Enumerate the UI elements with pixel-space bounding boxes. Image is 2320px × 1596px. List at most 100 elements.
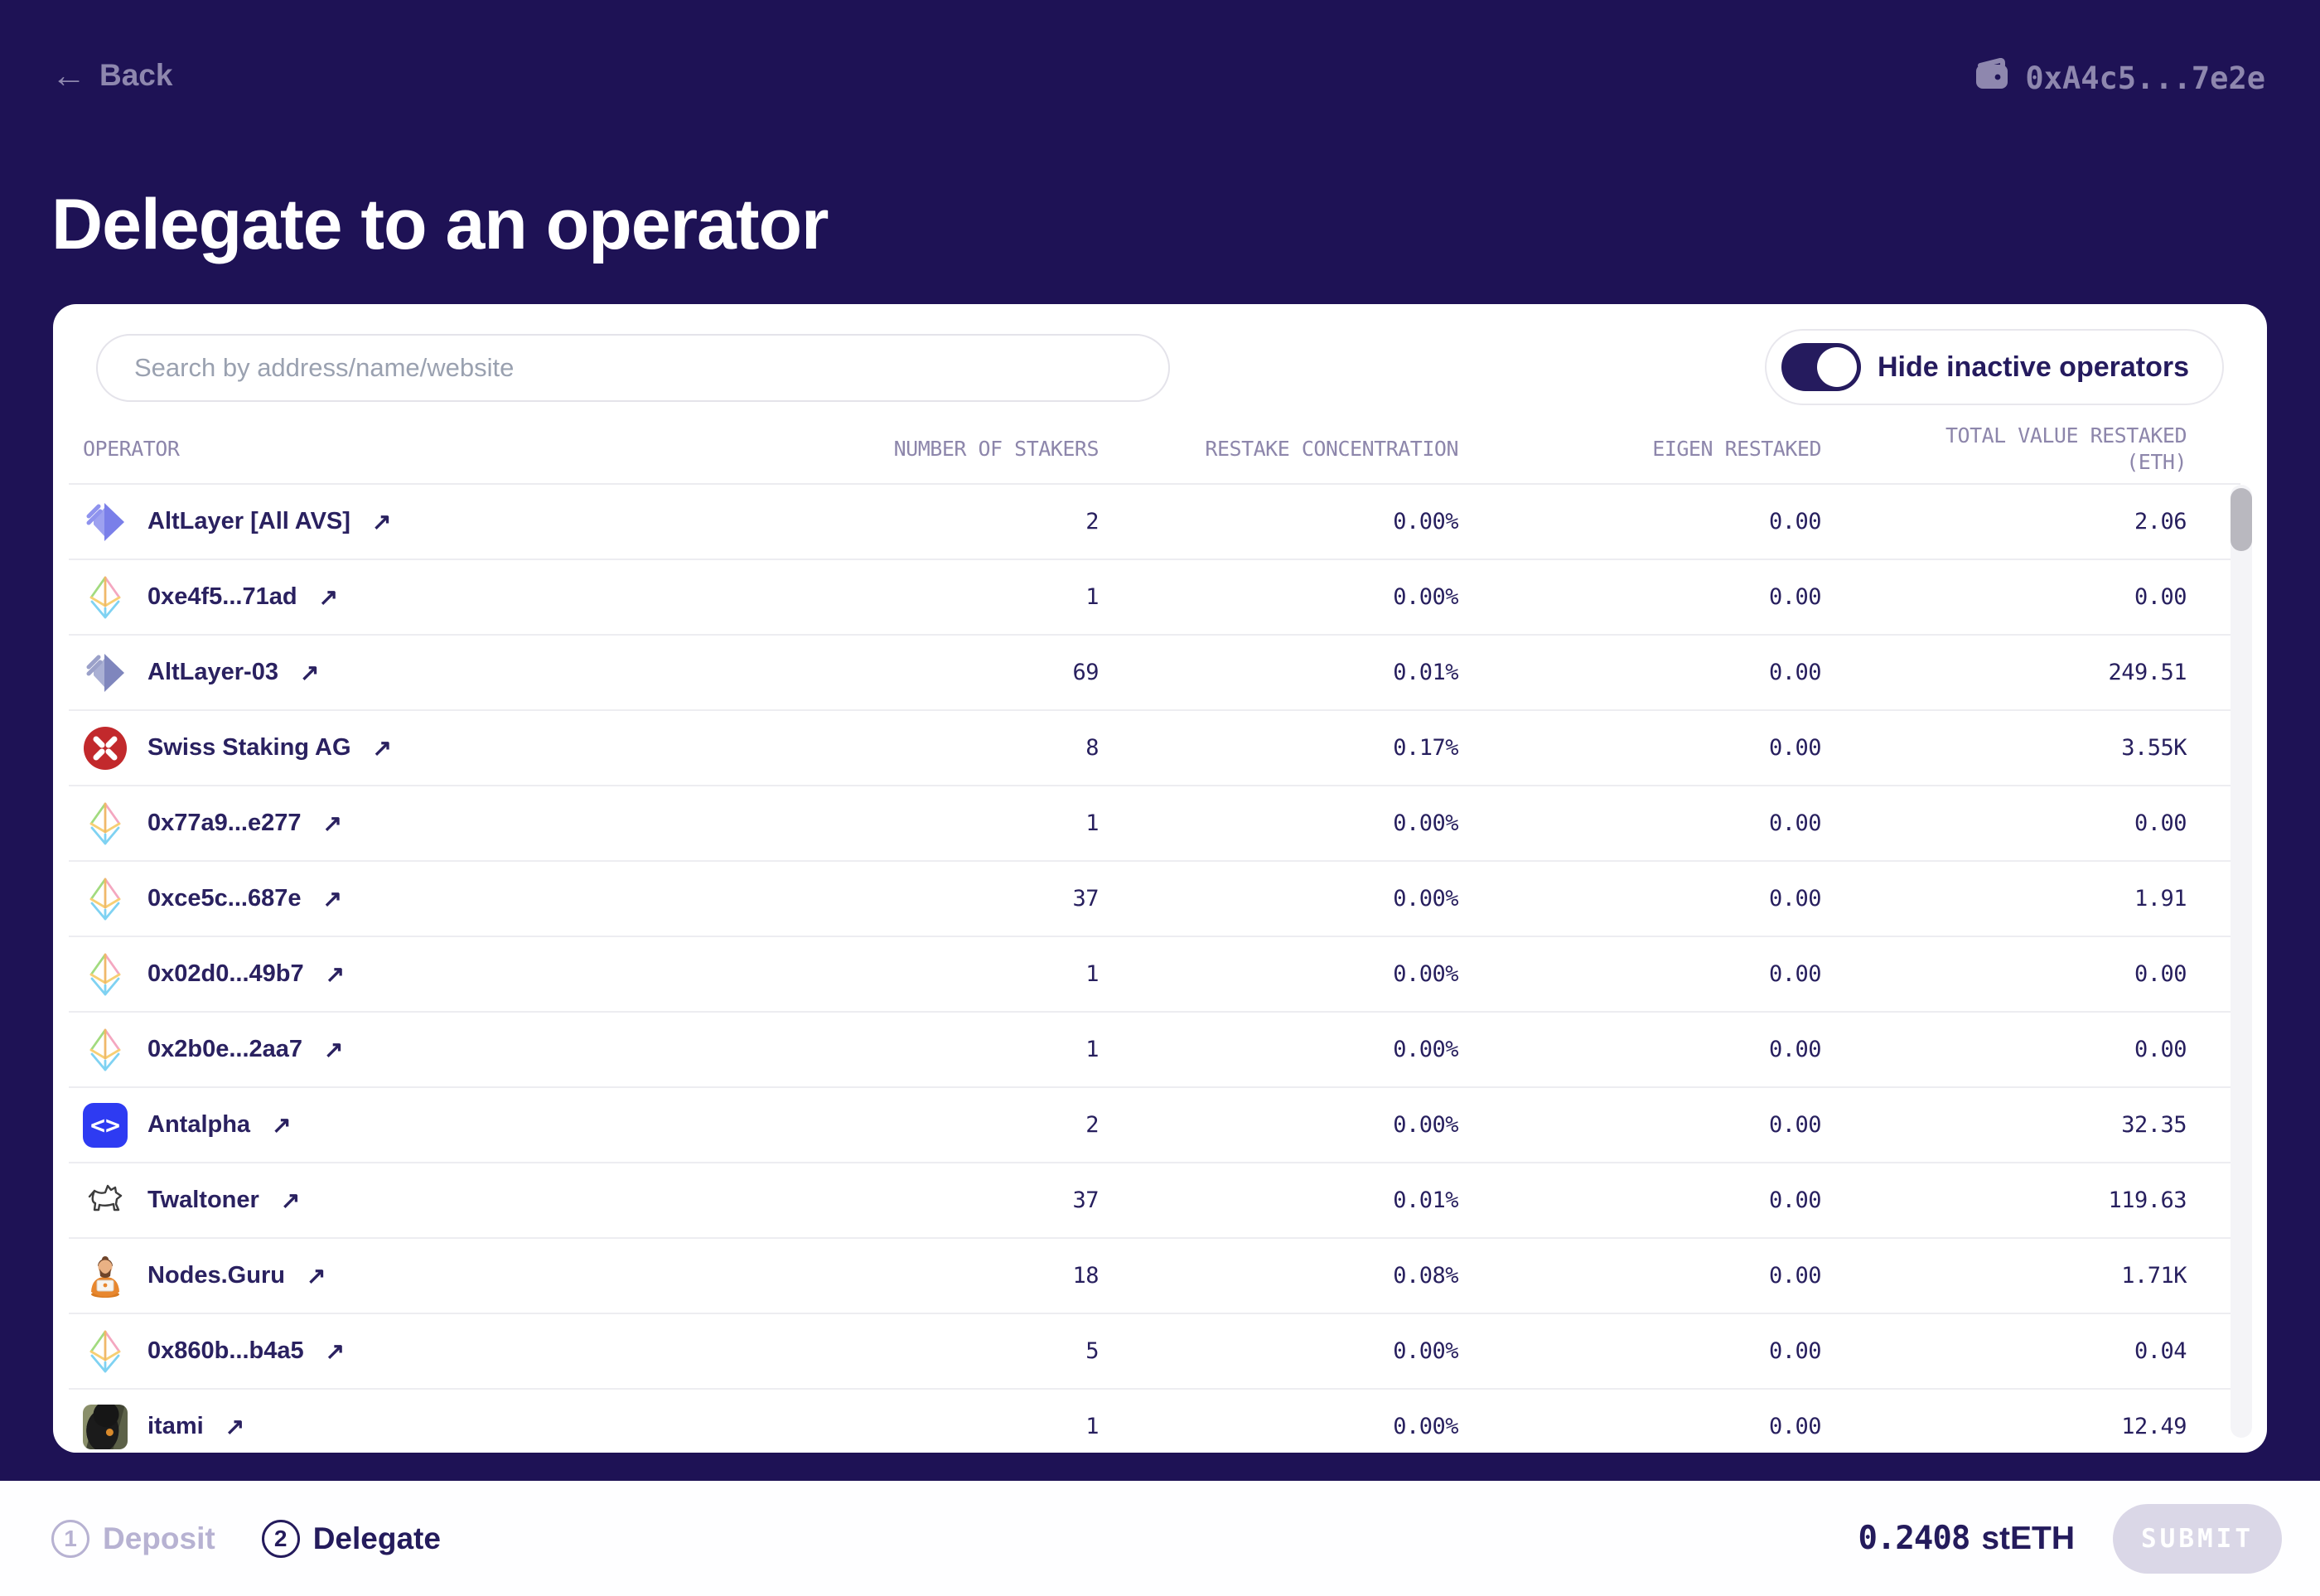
photo-avatar xyxy=(83,1404,128,1449)
toggle-switch-icon[interactable] xyxy=(1781,343,1861,391)
guru-icon xyxy=(91,1255,119,1298)
eigen-value: 0.00 xyxy=(1768,1037,1822,1062)
back-label: Back xyxy=(99,58,173,92)
stakers-value: 37 xyxy=(1072,1187,1099,1213)
total-value: 0.00 xyxy=(2134,961,2187,987)
operator-name: 0x77a9...e277 xyxy=(147,810,302,836)
stakers-value: 1 xyxy=(1085,1037,1099,1062)
operator-name: 0xe4f5...71ad xyxy=(147,583,297,610)
eigen-value: 0.00 xyxy=(1768,961,1822,987)
eigen-value: 0.00 xyxy=(1768,1338,1822,1364)
step-item[interactable]: 2 Delegate xyxy=(261,1519,441,1558)
external-link-icon[interactable]: ↗ xyxy=(325,961,346,987)
altlayer-icon xyxy=(86,502,124,541)
table-row[interactable]: Twaltoner ↗ 37 0.01% 0.00 119.63 xyxy=(69,1163,2240,1239)
concentration-value: 0.00% xyxy=(1393,810,1458,836)
stakers-value: 2 xyxy=(1085,1112,1099,1138)
external-link-icon[interactable]: ↗ xyxy=(371,509,392,534)
concentration-value: 0.17% xyxy=(1393,735,1458,761)
dog-line-art-icon xyxy=(88,1184,123,1211)
operator-name: Nodes.Guru xyxy=(147,1262,285,1289)
stakers-value: 18 xyxy=(1072,1263,1099,1289)
external-link-icon[interactable]: ↗ xyxy=(318,584,339,610)
concentration-value: 0.00% xyxy=(1393,961,1458,987)
external-link-icon[interactable]: ↗ xyxy=(299,660,320,685)
table-row[interactable]: 0xe4f5...71ad ↗ 1 0.00% 0.00 0.00 xyxy=(69,560,2240,636)
scrollbar-thumb[interactable] xyxy=(2231,488,2252,551)
step-number: 1 xyxy=(51,1519,89,1558)
external-link-icon[interactable]: ↗ xyxy=(322,810,342,836)
hide-inactive-toggle[interactable]: Hide inactive operators xyxy=(1764,329,2224,405)
antalpha-icon: <> xyxy=(83,1102,128,1148)
concentration-value: 0.00% xyxy=(1393,886,1458,912)
step-item[interactable]: 1 Deposit xyxy=(51,1519,215,1558)
external-link-icon[interactable]: ↗ xyxy=(325,1338,346,1364)
table-row[interactable]: 0xce5c...687e ↗ 37 0.00% 0.00 1.91 xyxy=(69,862,2240,937)
eigen-value: 0.00 xyxy=(1768,1263,1822,1289)
header-total: TOTAL VALUE RESTAKED (ETH) xyxy=(1945,423,2187,474)
operator-cell: 0xce5c...687e ↗ xyxy=(69,877,582,921)
table-row[interactable]: itami ↗ 1 0.00% 0.00 12.49 xyxy=(69,1390,2240,1453)
external-link-icon[interactable]: ↗ xyxy=(322,886,342,912)
back-button[interactable]: ← Back xyxy=(51,58,172,93)
external-link-icon[interactable]: ↗ xyxy=(280,1187,301,1213)
svg-text:<>: <> xyxy=(90,1111,120,1140)
eigen-value: 0.00 xyxy=(1768,886,1822,912)
table-row[interactable]: 0x02d0...49b7 ↗ 1 0.00% 0.00 0.00 xyxy=(69,937,2240,1013)
operator-name: Swiss Staking AG xyxy=(147,734,351,761)
table-row[interactable]: 0x860b...b4a5 ↗ 5 0.00% 0.00 0.04 xyxy=(69,1314,2240,1390)
table-row[interactable]: 0x77a9...e277 ↗ 1 0.00% 0.00 0.00 xyxy=(69,786,2240,862)
external-link-icon[interactable]: ↗ xyxy=(372,735,392,761)
operator-cell: <> Antalpha ↗ xyxy=(69,1102,582,1148)
operator-cell: 0x77a9...e277 ↗ xyxy=(69,801,582,846)
table-row[interactable]: AltLayer-03 ↗ 69 0.01% 0.00 249.51 xyxy=(69,636,2240,711)
total-value: 0.04 xyxy=(2134,1338,2187,1364)
stakers-value: 37 xyxy=(1072,886,1099,912)
header-eigen: EIGEN RESTAKED xyxy=(1652,436,1821,461)
table-scrollbar[interactable] xyxy=(2231,485,2252,1438)
stakers-value: 8 xyxy=(1085,735,1099,761)
header-concentration: RESTAKE CONCENTRATION xyxy=(1205,436,1458,461)
concentration-value: 0.01% xyxy=(1393,1187,1458,1213)
delegate-amount: 0.2408 stETH xyxy=(1858,1520,2075,1557)
ethereum-icon xyxy=(89,576,121,618)
table-body: AltLayer [All AVS] ↗ 2 0.00% 0.00 2.06 0… xyxy=(69,485,2240,1453)
total-value: 0.00 xyxy=(2134,584,2187,610)
external-link-icon[interactable]: ↗ xyxy=(272,1112,292,1138)
search-input[interactable] xyxy=(96,334,1170,402)
table-row[interactable]: Swiss Staking AG ↗ 8 0.17% 0.00 3.55K xyxy=(69,711,2240,786)
total-value: 249.51 xyxy=(2108,660,2187,685)
operator-name: 0x860b...b4a5 xyxy=(147,1337,304,1364)
total-value: 1.71K xyxy=(2121,1263,2187,1289)
wallet-address: 0xA4c5...7e2e xyxy=(2025,60,2265,96)
external-link-icon[interactable]: ↗ xyxy=(225,1414,245,1439)
total-value: 32.35 xyxy=(2121,1112,2187,1138)
operator-name: 0x02d0...49b7 xyxy=(147,960,304,987)
table-row[interactable]: AltLayer [All AVS] ↗ 2 0.00% 0.00 2.06 xyxy=(69,485,2240,560)
step-label: Deposit xyxy=(103,1521,215,1555)
concentration-value: 0.00% xyxy=(1393,584,1458,610)
stakers-value: 2 xyxy=(1085,509,1099,534)
toggle-label: Hide inactive operators xyxy=(1877,351,2189,383)
external-link-icon[interactable]: ↗ xyxy=(306,1263,326,1289)
eigen-value: 0.00 xyxy=(1768,660,1822,685)
external-link-icon[interactable]: ↗ xyxy=(324,1037,344,1062)
operators-table: OPERATOR NUMBER OF STAKERS RESTAKE CONCE… xyxy=(69,414,2240,1453)
operator-cell: 0xe4f5...71ad ↗ xyxy=(69,575,582,620)
table-row[interactable]: Nodes.Guru ↗ 18 0.08% 0.00 1.71K xyxy=(69,1239,2240,1314)
amount-unit: stETH xyxy=(1981,1521,2076,1556)
operator-list-card: Hide inactive operators OPERATOR NUMBER … xyxy=(53,304,2267,1453)
table-row[interactable]: 0x2b0e...2aa7 ↗ 1 0.00% 0.00 0.00 xyxy=(69,1013,2240,1088)
swiss-staking-icon xyxy=(84,726,127,770)
eigen-value: 0.00 xyxy=(1768,509,1822,534)
stakers-value: 1 xyxy=(1085,961,1099,987)
wallet-chip[interactable]: 0xA4c5...7e2e xyxy=(1974,57,2265,99)
back-arrow-icon: ← xyxy=(51,56,86,94)
altlayer-gray-icon xyxy=(86,653,124,692)
concentration-value: 0.00% xyxy=(1393,1338,1458,1364)
submit-button[interactable]: SUBMIT xyxy=(2113,1503,2282,1574)
table-row[interactable]: <> Antalpha ↗ 2 0.00% 0.00 32.35 xyxy=(69,1088,2240,1163)
total-value: 0.00 xyxy=(2134,810,2187,836)
concentration-value: 0.00% xyxy=(1393,1037,1458,1062)
total-value: 119.63 xyxy=(2108,1187,2187,1213)
